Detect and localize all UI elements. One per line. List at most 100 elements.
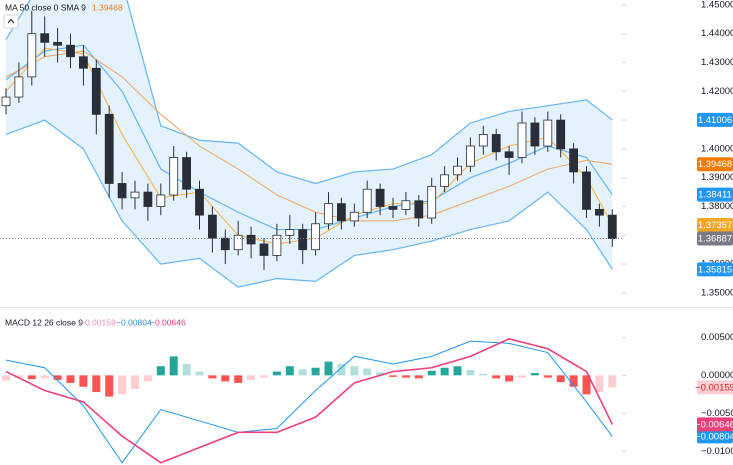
candle-body [1, 96, 11, 107]
hist-bar [260, 375, 268, 378]
hist-bar [324, 361, 333, 376]
candle-body [440, 174, 450, 187]
candle-body [311, 223, 321, 251]
candle-body [607, 214, 617, 239]
hist-bar [582, 375, 591, 395]
candle-body [27, 33, 37, 78]
candle-body [478, 134, 488, 147]
hist-bar [569, 375, 578, 387]
hist-bar [401, 375, 410, 378]
hist-bar [453, 366, 462, 376]
candle-body [582, 171, 591, 210]
hist-bar [105, 375, 114, 397]
y-tick-label: 0.00000 [701, 370, 733, 381]
candle-body [66, 44, 75, 58]
badge-ma-bg [697, 157, 733, 172]
hist-bar [440, 367, 449, 376]
hist-bar [234, 375, 243, 383]
candle-body [569, 148, 578, 173]
hist-bar [2, 375, 10, 381]
hist-bar [376, 372, 385, 376]
band-fill [6, 0, 613, 288]
hist-bar [427, 370, 436, 376]
hist-bar [182, 363, 191, 376]
hist-bar [272, 371, 281, 376]
hist-bar [389, 375, 397, 377]
hist-bar [40, 375, 49, 379]
y-tick-label: 1.39000 [701, 172, 733, 183]
candle-body [556, 119, 566, 150]
hist-bar [247, 375, 256, 380]
candle-body [491, 134, 501, 153]
badge-macd-bg [697, 429, 733, 444]
price-legend: MA 50 close 0 SMA 9 [5, 2, 86, 12]
badge-ma: 1.39468 [698, 159, 732, 170]
hist-bar [143, 375, 152, 382]
hist-bar [595, 375, 604, 393]
y-tick-label: 1.35000 [701, 287, 733, 298]
hist-bar [298, 369, 307, 376]
candle-body [53, 41, 62, 46]
hist-bar [66, 375, 75, 383]
badge-last-bg [697, 231, 733, 246]
candle-body [401, 200, 411, 210]
candle-body [91, 67, 101, 115]
candle-body [298, 229, 308, 251]
candle-body [375, 188, 385, 207]
candle-body [169, 157, 179, 196]
hist-bar [131, 375, 139, 390]
y-tick-label: 0.00500 [701, 332, 733, 343]
candle-body [220, 237, 230, 251]
candle-body [504, 151, 514, 158]
hist-bar [492, 375, 501, 379]
hist-bar [337, 363, 346, 376]
hist-bar [466, 370, 475, 376]
axes: 1.350001.360001.370001.380001.390001.400… [622, 0, 733, 457]
hist-bar [79, 375, 88, 387]
candle-body [156, 194, 166, 207]
hist-bar [221, 375, 230, 382]
badge-upper: 1.41006 [698, 115, 732, 126]
macd-legend: MACD 12 26 close 9 [5, 317, 83, 327]
candle-body [336, 203, 346, 222]
badge-lower: 1.35815 [698, 264, 732, 275]
candle-body [517, 122, 527, 158]
macd-line [5, 338, 614, 464]
candle-body [117, 183, 127, 199]
macd-plot [2, 338, 617, 464]
candle-body [233, 234, 243, 251]
hist-bar [285, 366, 294, 376]
candle-body [40, 33, 50, 43]
hist-bar [479, 373, 488, 376]
hist-bar [543, 375, 552, 378]
hist-bar [118, 375, 127, 395]
badge-hist-bg [697, 380, 733, 395]
badge-macd: −0.00646 [695, 419, 733, 430]
hist-bar [169, 356, 178, 376]
badge-last: 1.36887 [698, 234, 732, 245]
hist-bar [518, 375, 526, 378]
badge-macd-bg [697, 417, 733, 432]
hist-bar [156, 366, 165, 376]
hist-bar [27, 375, 36, 380]
candle-body [195, 188, 204, 216]
hist-bar [195, 371, 204, 376]
candle-body [388, 206, 398, 210]
candle-body [414, 200, 424, 219]
y-tick-label: 1.45000 [701, 0, 733, 10]
badge-lower-bg [697, 262, 733, 277]
y-tick-label: 1.40000 [701, 143, 733, 154]
price-legend-value: 1.39468 [92, 2, 123, 12]
candle-body [324, 203, 333, 225]
y-tick-label: 1.43000 [701, 57, 733, 68]
badge-middle: 1.38411 [698, 190, 732, 201]
candle-body [130, 191, 140, 199]
candle-body [530, 122, 540, 147]
badge-hist: −0.00159 [695, 382, 733, 393]
collapse-button[interactable] [3, 14, 19, 29]
y-tick-label: −0.01000 [701, 446, 733, 457]
hist-bar [414, 375, 423, 379]
y-tick-label: 1.38000 [701, 201, 733, 212]
hist-bar [208, 375, 217, 379]
